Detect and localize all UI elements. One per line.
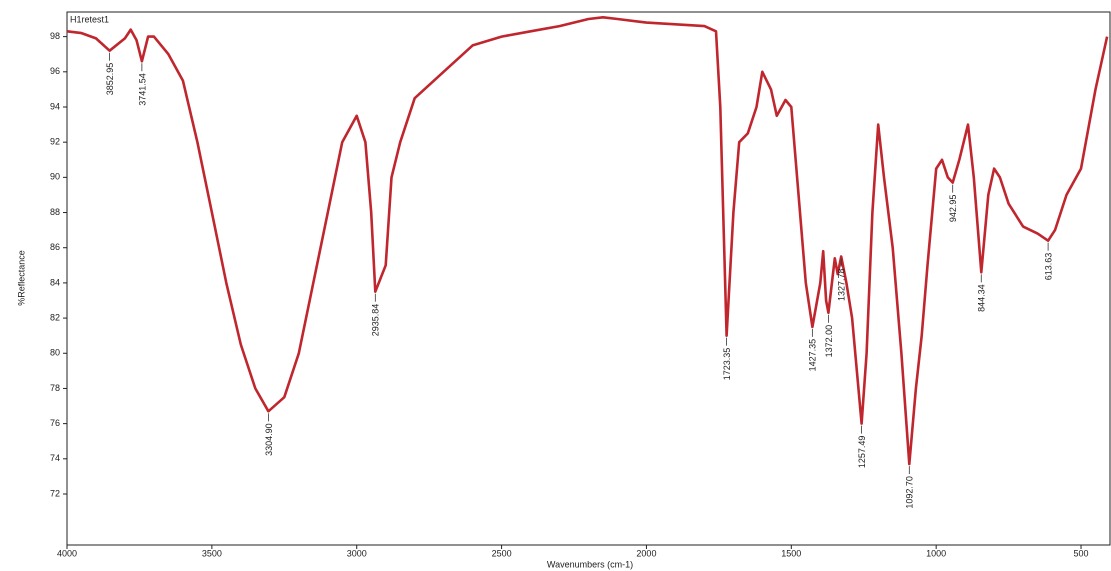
y-tick-label: 76 xyxy=(50,418,60,428)
y-tick-label: 88 xyxy=(50,207,60,217)
plot-frame xyxy=(66,11,1111,546)
y-axis-label: %Reflectance xyxy=(16,250,26,306)
x-tick-label: 3000 xyxy=(347,548,367,558)
peak-label: 1372.00 xyxy=(824,325,834,358)
peak-label: 3304.90 xyxy=(264,423,274,456)
x-axis-label: Wavenumbers (cm-1) xyxy=(547,559,633,569)
spectrum-line xyxy=(66,16,1109,466)
y-tick-label: 84 xyxy=(50,277,60,287)
x-tick-label: 1500 xyxy=(781,548,801,558)
peak-label: 3741.54 xyxy=(137,73,147,106)
x-tick-label: 1000 xyxy=(926,548,946,558)
peak-label: 844.34 xyxy=(977,284,987,312)
peak-label: 2935.84 xyxy=(371,304,381,337)
y-tick-label: 78 xyxy=(50,383,60,393)
y-tick-label: 86 xyxy=(50,242,60,252)
peak-label: 1427.35 xyxy=(808,339,818,372)
y-tick-label: 98 xyxy=(50,31,60,41)
series-name: H1retest1 xyxy=(70,14,109,24)
y-tick-label: 92 xyxy=(50,137,60,147)
peak-label: 1092.70 xyxy=(905,476,915,509)
x-tick-label: 2500 xyxy=(492,548,512,558)
y-tick-label: 96 xyxy=(50,66,60,76)
peak-label: 3852.95 xyxy=(105,63,115,96)
peak-label: 1327.78 xyxy=(837,269,847,302)
peak-label: 613.63 xyxy=(1043,253,1053,281)
y-tick-label: 72 xyxy=(50,488,60,498)
y-tick-label: 80 xyxy=(50,348,60,358)
x-tick-label: 3500 xyxy=(202,548,222,558)
y-tick-label: 90 xyxy=(50,172,60,182)
x-tick-label: 500 xyxy=(1074,548,1089,558)
y-tick-label: 82 xyxy=(50,312,60,322)
peak-label: 1257.49 xyxy=(857,436,867,469)
y-tick-label: 94 xyxy=(50,101,60,111)
peak-label: 1723.35 xyxy=(722,348,732,381)
x-tick-label: 2000 xyxy=(636,548,656,558)
x-tick-label: 4000 xyxy=(57,548,77,558)
y-tick-label: 74 xyxy=(50,453,60,463)
peak-label: 942.95 xyxy=(948,195,958,223)
